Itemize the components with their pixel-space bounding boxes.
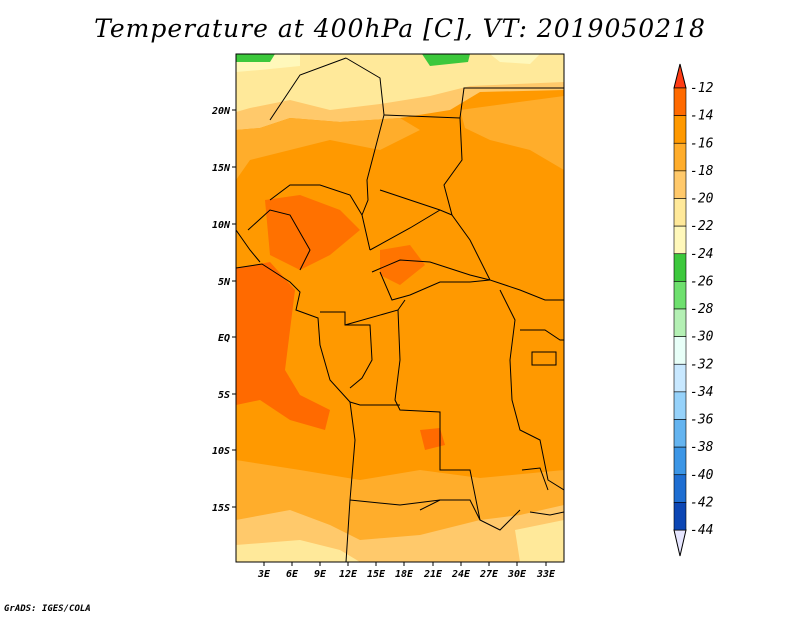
longitude-axis: 3E 6E 9E 12E 15E 18E 21E 24E 27E 30E 33E [257, 562, 556, 580]
colorbar-label: -44 [690, 523, 713, 538]
lat-label: 15N [212, 163, 231, 174]
colorbar-swatch [673, 253, 687, 282]
lat-label: EQ [218, 333, 230, 344]
colorbar-swatch [673, 87, 687, 116]
colorbar-label: -14 [690, 109, 713, 124]
colorbar-swatch [673, 474, 687, 503]
lon-label: 6E [286, 569, 299, 580]
credit-label: GrADS: IGES/COLA [4, 604, 91, 614]
colorbar-label: -34 [690, 385, 713, 400]
lat-label: 5S [218, 390, 230, 401]
colorbar-label: -30 [690, 330, 714, 345]
lon-label: 12E [339, 569, 358, 580]
colorbar-swatch [673, 170, 687, 199]
colorbar-swatch [673, 391, 687, 420]
colorbar-label: -42 [690, 495, 714, 510]
colorbar-label: -40 [690, 468, 714, 483]
lon-label: 9E [314, 569, 327, 580]
colorbar-swatch [673, 336, 687, 365]
colorbar-label: -28 [690, 302, 714, 317]
colorbar: -12 -14 -16 -18 -20 -22 -24 -26 -28 -30 -32 -34 -36 -… [673, 63, 714, 557]
colorbar-swatch [673, 446, 687, 476]
lon-label: 21E [423, 569, 443, 580]
colorbar-swatch [673, 198, 687, 227]
map-frame [235, 53, 565, 563]
colorbar-label: -26 [690, 274, 714, 289]
lat-label: 10S [212, 446, 230, 457]
colorbar-label: -32 [690, 357, 714, 372]
lon-label: 33E [536, 569, 556, 580]
colorbar-label: -18 [690, 164, 714, 179]
colorbar-label: -12 [690, 81, 714, 96]
lat-label: 10N [212, 220, 231, 231]
colorbar-bottom-arrow [673, 529, 687, 557]
colorbar-swatch [673, 281, 687, 310]
map-title: Temperature at 400hPa [C], VT: 201905021… [94, 14, 706, 43]
colorbar-label: -38 [690, 440, 714, 455]
colorbar-label: -24 [690, 247, 713, 262]
lat-label: 15S [212, 503, 230, 514]
latitude-axis: 20N 15N 10N 5N EQ 5S 10S 15S [211, 106, 236, 514]
colorbar-top-arrow [673, 63, 687, 89]
lon-label: 27E [479, 569, 499, 580]
colorbar-swatch [673, 225, 687, 255]
lat-label: 20N [211, 106, 231, 117]
colorbar-label: -22 [690, 219, 714, 234]
lon-label: 18E [395, 569, 414, 580]
colorbar-swatch [673, 142, 687, 172]
lon-label: 30E [507, 569, 527, 580]
colorbar-swatch [673, 115, 687, 144]
colorbar-swatch [673, 363, 687, 393]
colorbar-label: -36 [690, 413, 714, 428]
colorbar-label: -20 [690, 192, 714, 207]
colorbar-swatch [673, 308, 687, 337]
lat-label: 5N [218, 277, 231, 288]
colorbar-swatch [673, 419, 687, 448]
colorbar-label: -16 [690, 136, 714, 151]
lon-label: 3E [257, 569, 271, 580]
lon-label: 24E [451, 569, 471, 580]
lon-label: 15E [367, 569, 386, 580]
borders [236, 57, 564, 562]
colorbar-swatch [673, 502, 687, 531]
